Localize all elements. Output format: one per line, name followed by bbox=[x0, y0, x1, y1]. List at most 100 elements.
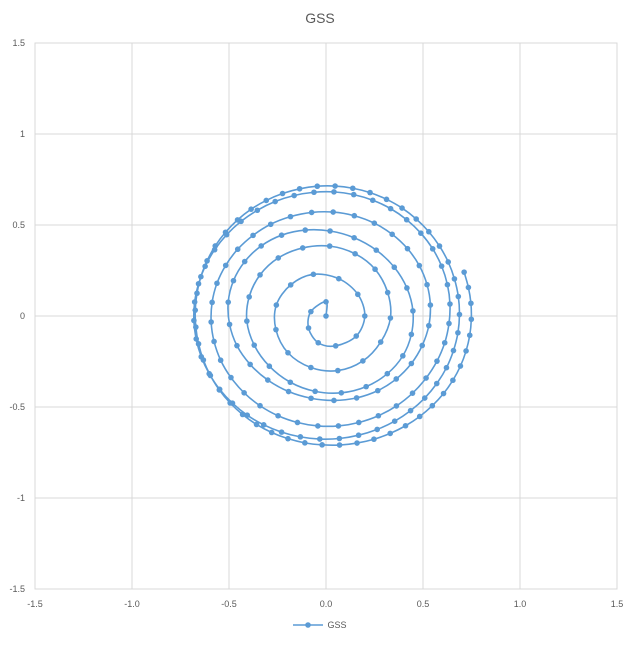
data-point bbox=[371, 220, 378, 226]
data-point bbox=[457, 363, 464, 369]
data-point bbox=[216, 387, 223, 393]
data-point bbox=[267, 221, 274, 228]
data-point bbox=[429, 402, 436, 409]
data-point bbox=[446, 320, 452, 327]
y-tick-label: 0 bbox=[20, 311, 25, 321]
data-point bbox=[409, 390, 416, 396]
data-point bbox=[438, 263, 445, 269]
data-point bbox=[416, 413, 423, 420]
data-point bbox=[241, 258, 248, 265]
data-point bbox=[407, 407, 414, 414]
data-point bbox=[278, 232, 285, 238]
data-point bbox=[353, 333, 360, 339]
data-point bbox=[372, 266, 378, 273]
data-point bbox=[193, 324, 199, 330]
data-point bbox=[330, 209, 336, 215]
data-point bbox=[226, 321, 233, 328]
data-point bbox=[371, 436, 377, 443]
data-point bbox=[297, 434, 304, 440]
data-point bbox=[413, 216, 420, 222]
data-point bbox=[248, 206, 254, 212]
legend: GSS bbox=[0, 620, 640, 632]
x-tick-label: 0.0 bbox=[320, 599, 333, 609]
data-point bbox=[312, 388, 318, 395]
data-point bbox=[393, 403, 400, 409]
data-point bbox=[399, 205, 405, 211]
data-point bbox=[209, 299, 215, 306]
data-point bbox=[315, 423, 321, 429]
data-point bbox=[214, 280, 220, 287]
data-point bbox=[191, 317, 197, 324]
data-point bbox=[310, 271, 317, 278]
data-point bbox=[332, 343, 339, 349]
data-point bbox=[275, 255, 282, 261]
data-point bbox=[421, 395, 428, 401]
data-point bbox=[299, 245, 306, 251]
data-point bbox=[456, 311, 463, 318]
data-point bbox=[441, 339, 448, 346]
data-point bbox=[408, 360, 415, 367]
data-point bbox=[241, 390, 247, 396]
data-point bbox=[461, 269, 467, 275]
data-point bbox=[355, 419, 362, 426]
data-point bbox=[253, 421, 260, 428]
data-point bbox=[247, 361, 253, 368]
x-tick-label: -1.5 bbox=[27, 599, 43, 609]
data-point bbox=[331, 397, 337, 404]
data-point bbox=[436, 243, 443, 249]
data-point bbox=[291, 192, 297, 199]
data-point bbox=[279, 190, 286, 197]
data-point bbox=[272, 198, 278, 205]
data-point bbox=[234, 217, 241, 223]
data-point bbox=[204, 258, 210, 264]
data-point bbox=[393, 376, 400, 382]
data-point bbox=[383, 196, 390, 203]
data-point bbox=[263, 197, 270, 204]
data-point bbox=[228, 374, 234, 381]
data-point bbox=[302, 227, 309, 233]
data-point bbox=[202, 263, 208, 270]
data-point bbox=[266, 363, 273, 370]
y-tick-label: 1.5 bbox=[12, 38, 25, 48]
data-point bbox=[234, 342, 240, 349]
data-point bbox=[336, 275, 342, 282]
data-point bbox=[331, 189, 337, 195]
data-point bbox=[198, 273, 204, 280]
x-tick-label: -1.0 bbox=[124, 599, 140, 609]
data-point bbox=[384, 289, 391, 296]
data-point bbox=[387, 430, 394, 437]
data-point bbox=[418, 230, 424, 236]
data-point bbox=[275, 412, 281, 419]
data-point bbox=[332, 183, 338, 189]
data-point bbox=[285, 435, 291, 442]
data-point bbox=[287, 213, 294, 220]
data-point bbox=[260, 422, 267, 428]
data-point bbox=[377, 339, 384, 345]
data-point bbox=[433, 380, 440, 387]
data-point bbox=[308, 209, 315, 216]
data-point bbox=[445, 259, 452, 265]
data-point bbox=[222, 229, 229, 236]
data-point bbox=[257, 402, 263, 409]
data-point bbox=[225, 299, 232, 305]
data-point bbox=[250, 232, 256, 239]
data-point bbox=[296, 185, 303, 192]
data-point bbox=[302, 440, 308, 446]
data-point bbox=[207, 372, 214, 379]
chart-title: GSS bbox=[305, 10, 335, 26]
data-point bbox=[349, 185, 356, 192]
data-point bbox=[315, 339, 322, 346]
data-point bbox=[230, 277, 237, 284]
series-line-gss bbox=[192, 185, 473, 447]
data-point bbox=[451, 276, 458, 282]
data-point bbox=[294, 419, 301, 426]
data-point bbox=[285, 349, 291, 356]
data-point bbox=[387, 315, 394, 321]
data-point bbox=[351, 234, 357, 241]
data-point bbox=[426, 228, 432, 235]
data-point bbox=[287, 379, 294, 386]
data-point bbox=[374, 426, 381, 433]
data-point bbox=[355, 291, 361, 298]
data-point bbox=[355, 432, 362, 439]
data-point bbox=[455, 293, 462, 300]
